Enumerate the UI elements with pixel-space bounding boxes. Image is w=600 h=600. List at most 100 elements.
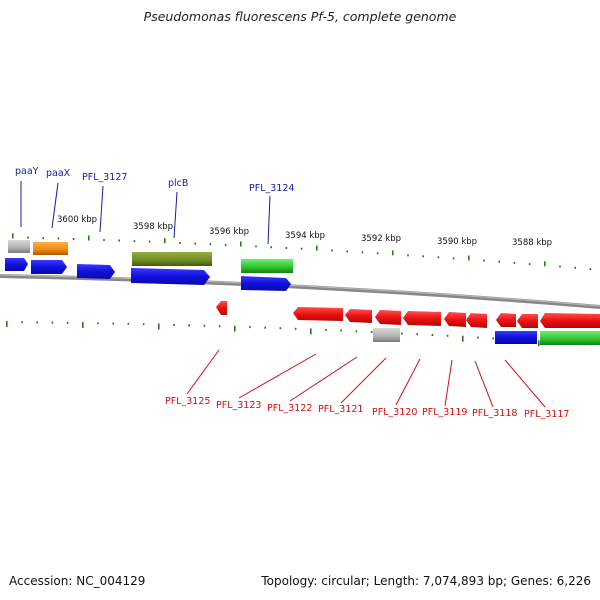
- accession-text: Accession: NC_004129: [9, 574, 146, 588]
- forward-cds[interactable]: [131, 268, 210, 285]
- gene-blue-lower[interactable]: [495, 331, 516, 344]
- gene-plcB[interactable]: [132, 252, 212, 266]
- gene-label-PFL_3125[interactable]: PFL_3125: [165, 396, 210, 407]
- scale-tick: [285, 247, 288, 249]
- scale-tick: [51, 321, 54, 324]
- scale-tick: [179, 241, 181, 244]
- scale-tick: [452, 257, 455, 260]
- scale-tick: [142, 323, 145, 326]
- scale-tick: [148, 240, 151, 243]
- gene-label-PFL_3127[interactable]: PFL_3127: [82, 172, 127, 183]
- scale-label-3600: 3600 kbp: [57, 215, 97, 225]
- map-title: Pseudomonas fluorescens Pf-5, complete g…: [143, 9, 457, 24]
- gene-label-PFL_3123[interactable]: PFL_3123: [216, 400, 261, 411]
- scale-tick: [544, 261, 546, 267]
- scale-tick: [188, 324, 190, 327]
- scale-tick: [27, 236, 29, 239]
- scale-tick: [103, 239, 105, 241]
- gene-label-PFL_3124[interactable]: PFL_3124: [249, 183, 294, 194]
- backbone: [0, 274, 600, 309]
- scale-tick: [340, 329, 342, 332]
- reverse-cds[interactable]: [444, 312, 466, 327]
- scale-tick: [376, 252, 379, 255]
- scale-tick: [401, 332, 403, 335]
- scale-labels: 3600 kbp 3598 kbp 3596 kbp 3594 kbp 3592…: [57, 215, 552, 248]
- reverse-cds[interactable]: [540, 313, 600, 328]
- upper-gene-track: [8, 240, 293, 273]
- scale-tick: [498, 260, 500, 263]
- scale-tick: [437, 256, 440, 259]
- scale-tick: [97, 322, 99, 325]
- scale-tick: [316, 245, 318, 251]
- scale-tick: [112, 322, 114, 325]
- top-leader-lines: [20, 181, 271, 245]
- gene-paaX[interactable]: [33, 242, 68, 255]
- scale-tick: [72, 238, 75, 240]
- gene-label-plcB[interactable]: plcB: [168, 178, 188, 189]
- reverse-cds[interactable]: [216, 301, 227, 315]
- gene-blue-lower[interactable]: [516, 331, 537, 344]
- gene-label-PFL_3122[interactable]: PFL_3122: [267, 403, 312, 414]
- forward-cds[interactable]: [31, 260, 67, 274]
- gene-label-paaX[interactable]: paaX: [46, 168, 71, 179]
- scale-tick: [431, 334, 434, 336]
- gene-PFL_3124[interactable]: [241, 259, 293, 273]
- scale-tick: [370, 331, 373, 333]
- scale-tick: [218, 325, 221, 328]
- gene-label-PFL_3119[interactable]: PFL_3119: [422, 407, 467, 418]
- scale-tick: [538, 340, 540, 347]
- reverse-cds[interactable]: [466, 313, 487, 328]
- scale-tick: [6, 321, 8, 328]
- gene-grey-lower[interactable]: [373, 328, 400, 342]
- reverse-cds[interactable]: [293, 307, 343, 321]
- gene-green-lower[interactable]: [540, 331, 600, 345]
- upper-ticks: [12, 233, 592, 271]
- gene-label-PFL_3120[interactable]: PFL_3120: [372, 407, 417, 418]
- scale-tick: [234, 325, 236, 332]
- scale-tick: [325, 329, 327, 331]
- reverse-cds[interactable]: [375, 310, 401, 325]
- scale-tick: [589, 268, 592, 271]
- gene-paaY[interactable]: [8, 240, 30, 253]
- scale-tick: [559, 265, 561, 268]
- reverse-cds[interactable]: [403, 311, 441, 326]
- scale-label-3592: 3592 kbp: [361, 234, 401, 244]
- gene-label-PFL_3117[interactable]: PFL_3117: [524, 409, 569, 420]
- scale-tick: [118, 239, 120, 242]
- scale-tick: [310, 328, 312, 335]
- scale-tick: [416, 333, 418, 336]
- scale-tick: [264, 326, 266, 329]
- scale-tick: [21, 321, 23, 324]
- bottom-leader-lines: [186, 349, 546, 408]
- scale-tick: [528, 263, 531, 266]
- topology-text: Topology: circular; Length: 7,074,893 bp…: [261, 574, 591, 588]
- scale-tick: [392, 250, 394, 256]
- scale-label-3590: 3590 kbp: [437, 237, 477, 247]
- reverse-cds[interactable]: [517, 314, 538, 328]
- scale-tick: [164, 238, 166, 244]
- scale-tick: [66, 321, 69, 324]
- reverse-cds[interactable]: [496, 313, 516, 327]
- forward-cds[interactable]: [241, 276, 291, 291]
- scale-tick: [194, 242, 196, 245]
- scale-tick: [57, 237, 60, 240]
- scale-tick: [294, 327, 297, 330]
- forward-cds-track: [5, 258, 291, 291]
- reverse-cds[interactable]: [345, 309, 372, 323]
- scale-tick: [224, 243, 227, 246]
- scale-label-3588: 3588 kbp: [512, 238, 552, 248]
- scale-tick: [331, 249, 333, 252]
- gene-label-paaY[interactable]: paaY: [15, 166, 39, 177]
- scale-tick: [88, 235, 90, 241]
- scale-tick: [574, 266, 576, 269]
- scale-tick: [133, 240, 136, 243]
- forward-cds[interactable]: [5, 258, 28, 271]
- scale-tick: [483, 259, 485, 262]
- gene-label-PFL_3118[interactable]: PFL_3118: [472, 408, 517, 419]
- forward-cds[interactable]: [77, 264, 115, 279]
- lower-gene-track: [373, 328, 600, 345]
- scale-tick: [173, 323, 175, 326]
- gene-label-PFL_3121[interactable]: PFL_3121: [318, 404, 363, 415]
- scale-tick: [82, 322, 84, 328]
